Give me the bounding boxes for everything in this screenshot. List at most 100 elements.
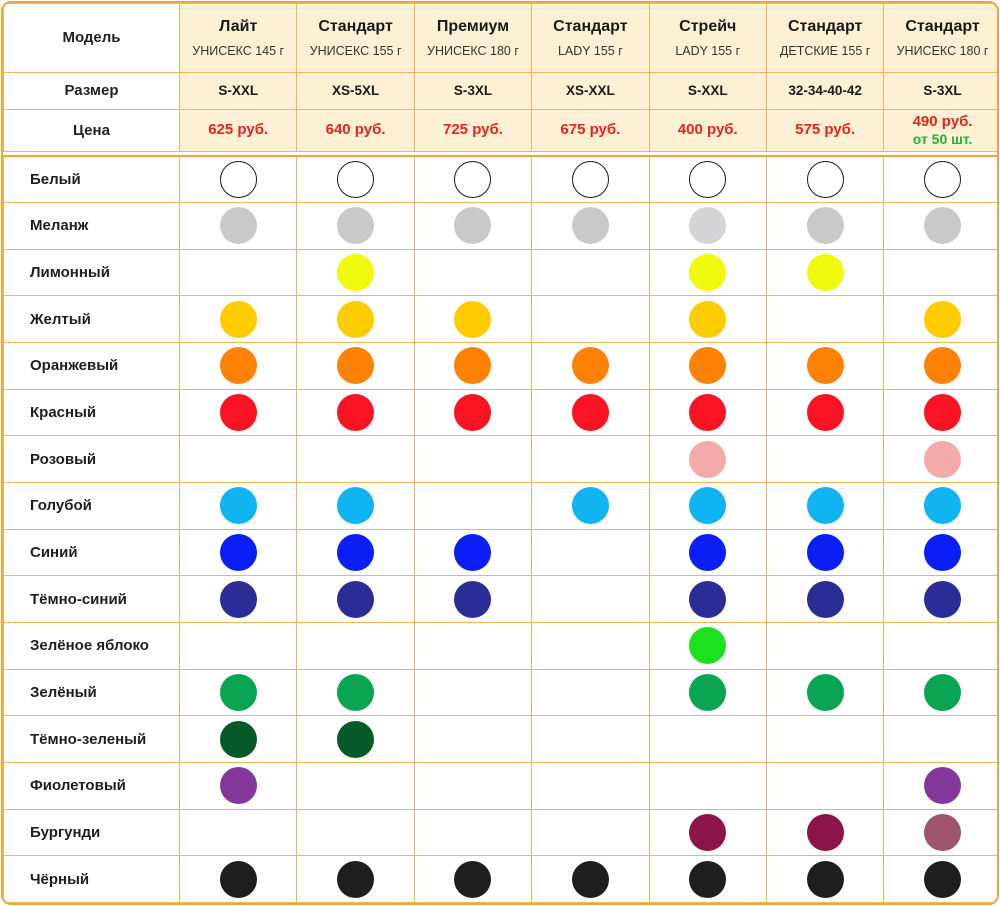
model-subtitle: УНИСЕКС 145 г: [192, 43, 285, 58]
blue-swatch-icon: [806, 533, 844, 571]
price-cell: 675 руб.: [531, 108, 650, 153]
availability-cell: [531, 481, 650, 530]
model-name: Стандарт: [905, 17, 980, 35]
availability-cell: [178, 621, 298, 670]
availability-cell: [413, 855, 533, 903]
model-subtitle: ДЕТСКИЕ 155 г: [779, 43, 871, 58]
availability-cell: [883, 341, 997, 390]
availability-cell: [296, 201, 415, 250]
size-range: XS-5XL: [331, 82, 380, 98]
size-label: Размер: [3, 71, 180, 110]
black-swatch-icon: [924, 860, 962, 898]
light-blue-swatch-icon: [219, 487, 257, 525]
orange-swatch-icon: [806, 347, 844, 385]
model-name: Стрейч: [679, 17, 737, 35]
color-row: Меланж: [3, 201, 997, 250]
availability-cell: [765, 388, 885, 437]
availability-cell: [296, 435, 415, 483]
color-name: Меланж: [3, 201, 180, 250]
color-row: Зелёный: [3, 668, 997, 717]
blue-swatch-icon: [924, 533, 962, 571]
light-blue-swatch-icon: [806, 487, 844, 525]
navy-swatch-icon: [219, 580, 257, 618]
availability-cell: [648, 155, 767, 203]
availability-cell: [883, 201, 997, 250]
price-cell: 625 руб.: [178, 108, 298, 153]
availability-cell: [178, 201, 298, 250]
black-swatch-icon: [689, 860, 727, 898]
light-blue-swatch-icon: [689, 487, 727, 525]
black-swatch-icon: [571, 860, 609, 898]
availability-cell: [296, 715, 415, 763]
red-swatch-icon: [924, 393, 962, 431]
availability-cell: [648, 668, 767, 717]
availability-cell: [531, 668, 650, 717]
availability-cell: [883, 575, 997, 623]
availability-cell: [296, 481, 415, 530]
availability-cell: [413, 155, 533, 203]
melange-swatch-icon: [337, 207, 375, 245]
orange-swatch-icon: [337, 347, 375, 385]
white-swatch-icon: [219, 160, 257, 198]
color-name: Бургунди: [3, 808, 180, 857]
color-row: Красный: [3, 388, 997, 437]
black-swatch-icon: [337, 860, 375, 898]
price-value: 575 руб.: [795, 121, 856, 139]
availability-cell: [765, 761, 885, 810]
color-name: Зелёный: [3, 668, 180, 717]
availability-cell: [883, 388, 997, 437]
price-note: от 50 шт.: [912, 131, 973, 148]
yellow-swatch-icon: [454, 300, 492, 338]
color-name: Тёмно-синий: [3, 575, 180, 623]
availability-cell: [648, 621, 767, 670]
green-swatch-icon: [689, 673, 727, 711]
color-name: Тёмно-зеленый: [3, 715, 180, 763]
size-cell: S-XXL: [648, 71, 767, 110]
availability-cell: [765, 435, 885, 483]
availability-cell: [883, 808, 997, 857]
availability-cell: [765, 248, 885, 297]
availability-cell: [296, 808, 415, 857]
model-name: Премиум: [436, 17, 510, 35]
availability-cell: [648, 341, 767, 390]
red-swatch-icon: [454, 393, 492, 431]
availability-cell: [531, 341, 650, 390]
color-row: Синий: [3, 528, 997, 577]
model-header-cell: Стандарт УНИСЕКС 180 г: [883, 3, 997, 73]
availability-cell: [531, 295, 650, 343]
availability-cell: [178, 155, 298, 203]
blue-swatch-icon: [337, 533, 375, 571]
color-row: Тёмно-зеленый: [3, 715, 997, 763]
availability-cell: [648, 715, 767, 763]
price-label: Цена: [3, 108, 180, 153]
availability-cell: [178, 481, 298, 530]
melange-swatch-icon: [571, 207, 609, 245]
price-value: 625 руб.: [208, 121, 269, 139]
white-swatch-icon: [454, 160, 492, 198]
size-range: S-XXL: [218, 82, 259, 98]
color-name: Зелёное яблоко: [3, 621, 180, 670]
availability-cell: [765, 855, 885, 903]
green-swatch-icon: [337, 673, 375, 711]
size-cell: XS-5XL: [296, 71, 415, 110]
availability-cell: [531, 201, 650, 250]
burgundy-swatch-icon: [924, 813, 962, 851]
navy-swatch-icon: [924, 580, 962, 618]
white-swatch-icon: [689, 160, 727, 198]
red-swatch-icon: [806, 393, 844, 431]
green-swatch-icon: [806, 673, 844, 711]
navy-swatch-icon: [337, 580, 375, 618]
availability-cell: [296, 388, 415, 437]
green-swatch-icon: [924, 673, 962, 711]
availability-cell: [648, 435, 767, 483]
availability-cell: [413, 715, 533, 763]
availability-cell: [178, 295, 298, 343]
orange-swatch-icon: [454, 347, 492, 385]
color-availability-table: Модель Лайт УНИСЕКС 145 г Стандарт УНИСЕКС …: [3, 3, 997, 903]
model-header-cell: Стандарт LADY 155 г: [531, 3, 650, 73]
availability-cell: [883, 295, 997, 343]
header-divider: [3, 151, 997, 157]
availability-cell: [765, 575, 885, 623]
availability-cell: [413, 295, 533, 343]
